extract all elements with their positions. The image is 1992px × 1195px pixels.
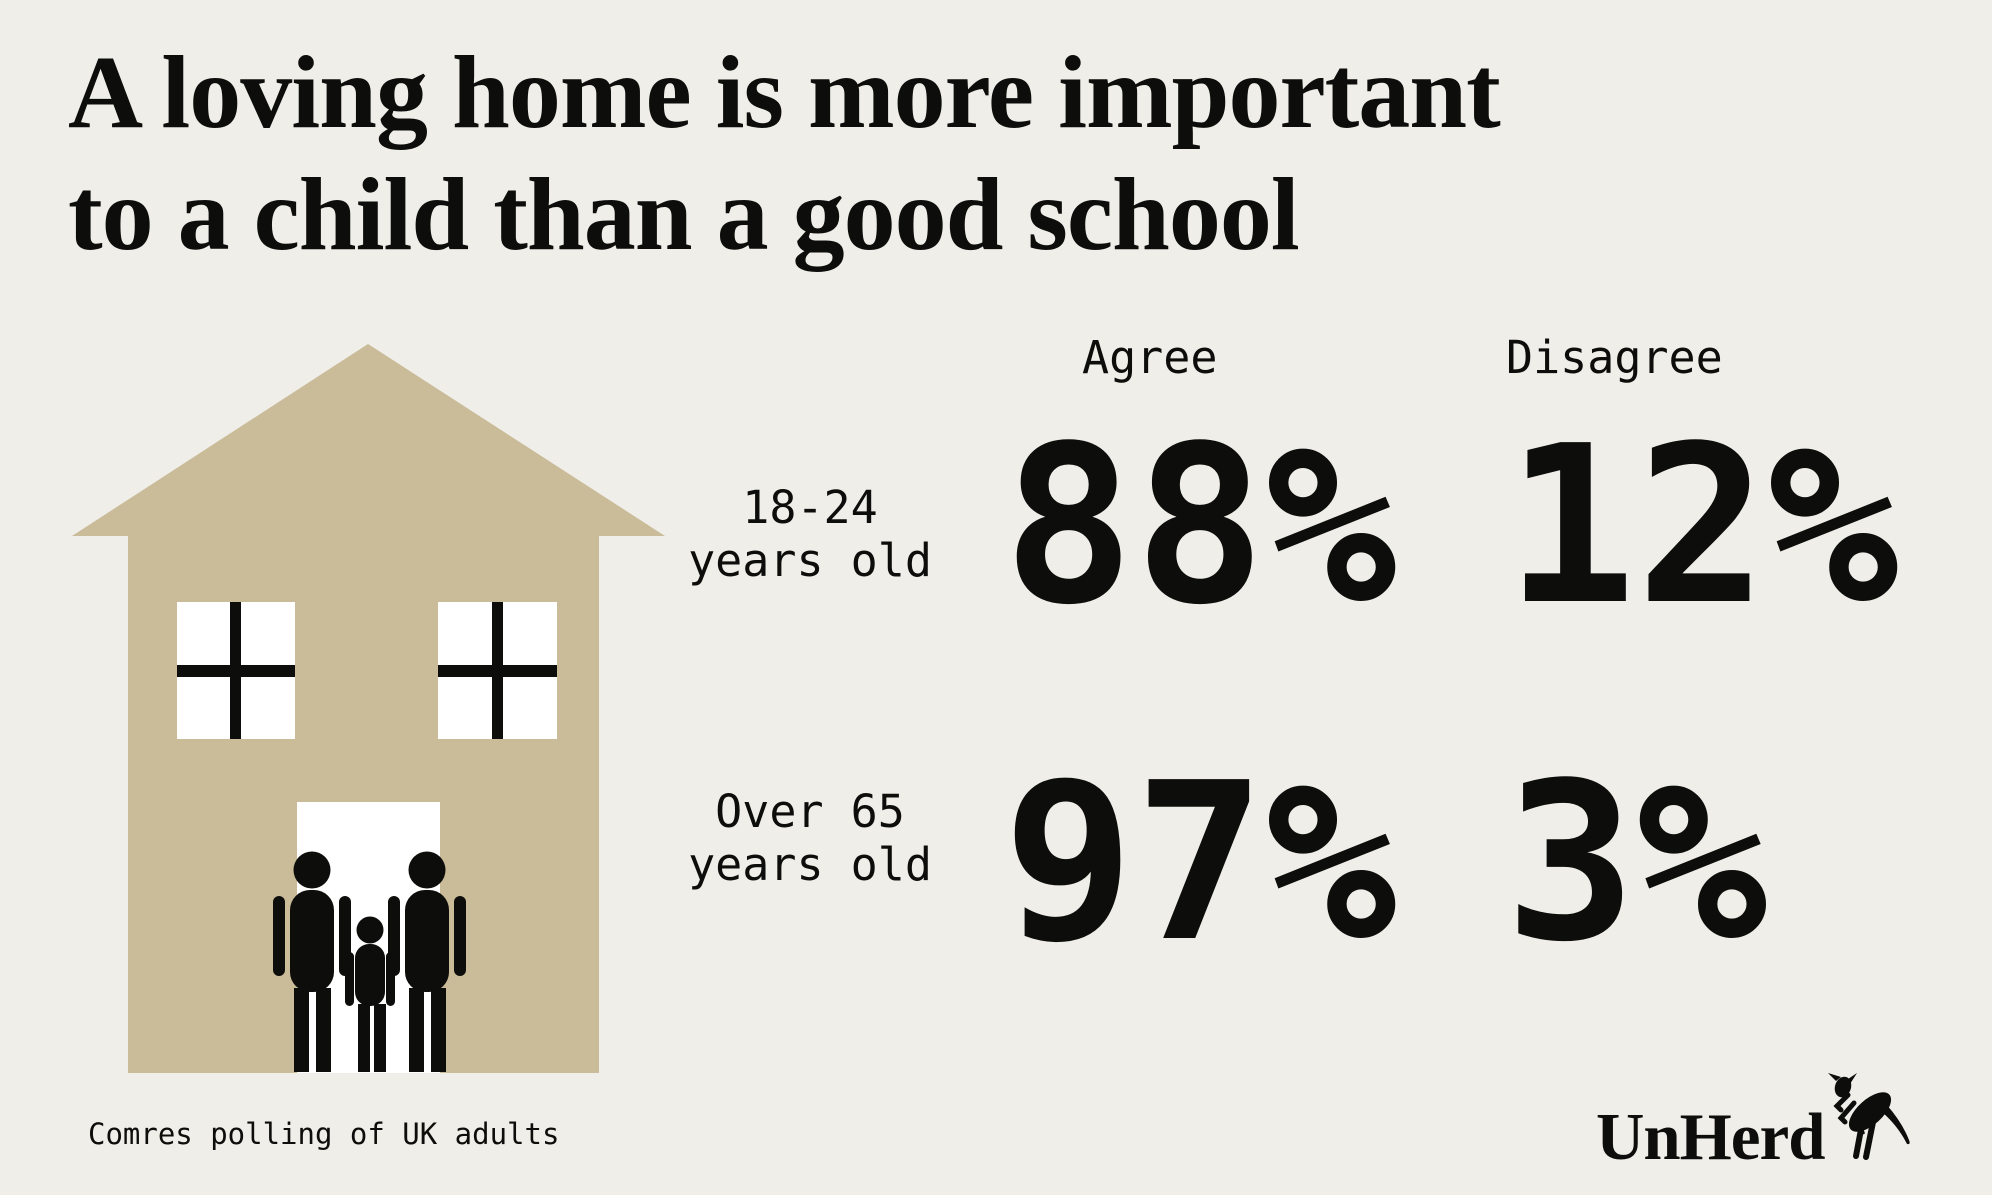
age-group-18-24-line-2: years old xyxy=(688,534,932,587)
title-line-2: to a child than a good school xyxy=(68,157,1300,272)
value-18-24-disagree: 12% xyxy=(1505,400,1899,653)
adult-figure-right-icon xyxy=(388,851,466,1072)
adult-figure-left-icon xyxy=(273,851,351,1072)
child-figure-icon xyxy=(345,916,395,1072)
window-left-icon xyxy=(177,602,295,739)
disagree-column-header: Disagree xyxy=(1506,331,1723,384)
roof-shape xyxy=(72,344,665,536)
title-line-1: A loving home is more important xyxy=(68,35,1501,150)
source-note: Comres polling of UK adults xyxy=(88,1117,560,1151)
age-group-18-24-line-1: 18-24 xyxy=(742,481,878,534)
window-right-icon xyxy=(438,602,557,739)
age-group-over-65-line-1: Over 65 xyxy=(715,785,905,838)
house-with-family-icon xyxy=(72,344,665,1073)
page-title: A loving home is more important to a chi… xyxy=(68,32,1501,276)
brand-wordmark: UnHerd xyxy=(1596,1100,1825,1174)
age-group-over-65-line-2: years old xyxy=(688,838,932,891)
agree-column-header: Agree xyxy=(1082,331,1218,384)
age-group-over-65-label: Over 65 years old xyxy=(640,785,980,891)
value-over-65-disagree: 3% xyxy=(1505,737,1768,990)
value-over-65-agree: 97% xyxy=(1003,737,1397,990)
age-group-18-24-label: 18-24 years old xyxy=(640,481,980,587)
value-18-24-agree: 88% xyxy=(1003,400,1397,653)
rearing-cow-icon xyxy=(1828,1073,1910,1160)
